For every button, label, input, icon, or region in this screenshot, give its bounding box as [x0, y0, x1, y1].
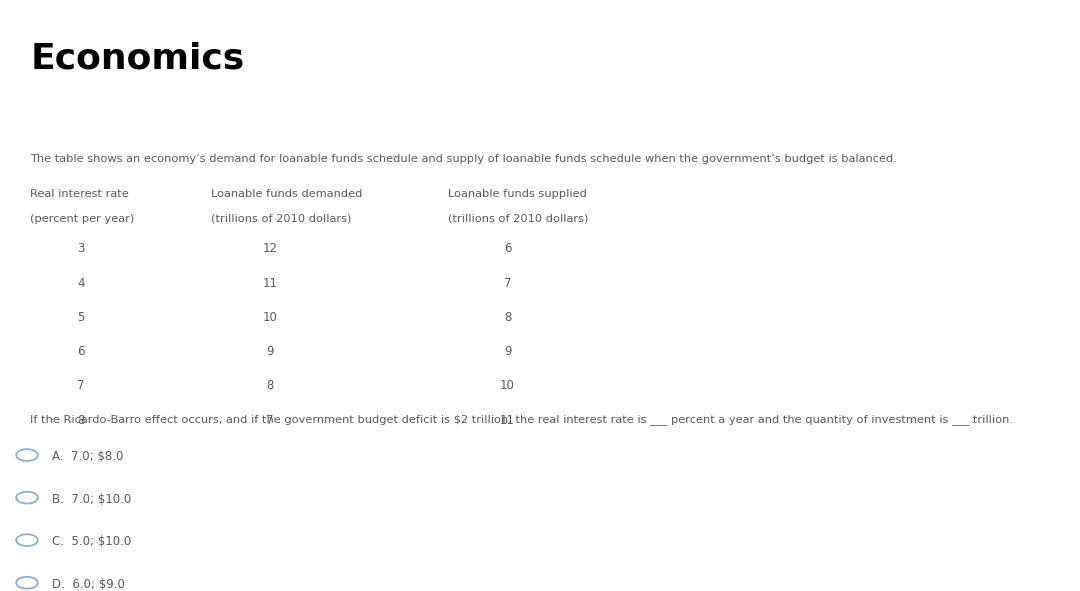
- Text: 10: 10: [262, 311, 278, 324]
- Text: 5: 5: [78, 311, 84, 324]
- Text: 4: 4: [78, 277, 84, 290]
- Text: 7: 7: [504, 277, 511, 290]
- Text: 6: 6: [78, 345, 84, 358]
- Text: The table shows an economy’s demand for loanable funds schedule and supply of lo: The table shows an economy’s demand for …: [30, 154, 897, 164]
- Text: Loanable funds supplied: Loanable funds supplied: [448, 189, 588, 199]
- Text: 9: 9: [267, 345, 273, 358]
- Text: 11: 11: [262, 277, 278, 290]
- Text: 7: 7: [267, 414, 273, 427]
- Text: B.  7.0; $10.0: B. 7.0; $10.0: [52, 493, 131, 506]
- Text: (percent per year): (percent per year): [30, 214, 135, 224]
- Text: (trillions of 2010 dollars): (trillions of 2010 dollars): [448, 214, 589, 224]
- Text: C.  5.0; $10.0: C. 5.0; $10.0: [52, 535, 131, 548]
- Text: 9: 9: [504, 345, 511, 358]
- Text: D.  6.0; $9.0: D. 6.0; $9.0: [52, 578, 124, 591]
- Text: 10: 10: [500, 379, 515, 392]
- Text: 7: 7: [78, 379, 84, 392]
- Text: Real interest rate: Real interest rate: [30, 189, 129, 199]
- Text: 3: 3: [78, 242, 84, 255]
- Text: 8: 8: [504, 311, 511, 324]
- Text: If the Ricardo-Barro effect occurs, and if the government budget deficit is $2 t: If the Ricardo-Barro effect occurs, and …: [30, 414, 1013, 424]
- Text: 8: 8: [267, 379, 273, 392]
- Text: Economics: Economics: [30, 41, 244, 76]
- Text: 8: 8: [78, 414, 84, 427]
- Text: 6: 6: [504, 242, 511, 255]
- Text: 12: 12: [262, 242, 278, 255]
- Text: (trillions of 2010 dollars): (trillions of 2010 dollars): [211, 214, 351, 224]
- Text: Loanable funds demanded: Loanable funds demanded: [211, 189, 362, 199]
- Text: 11: 11: [500, 414, 515, 427]
- Text: A.  7.0; $8.0: A. 7.0; $8.0: [52, 450, 123, 463]
